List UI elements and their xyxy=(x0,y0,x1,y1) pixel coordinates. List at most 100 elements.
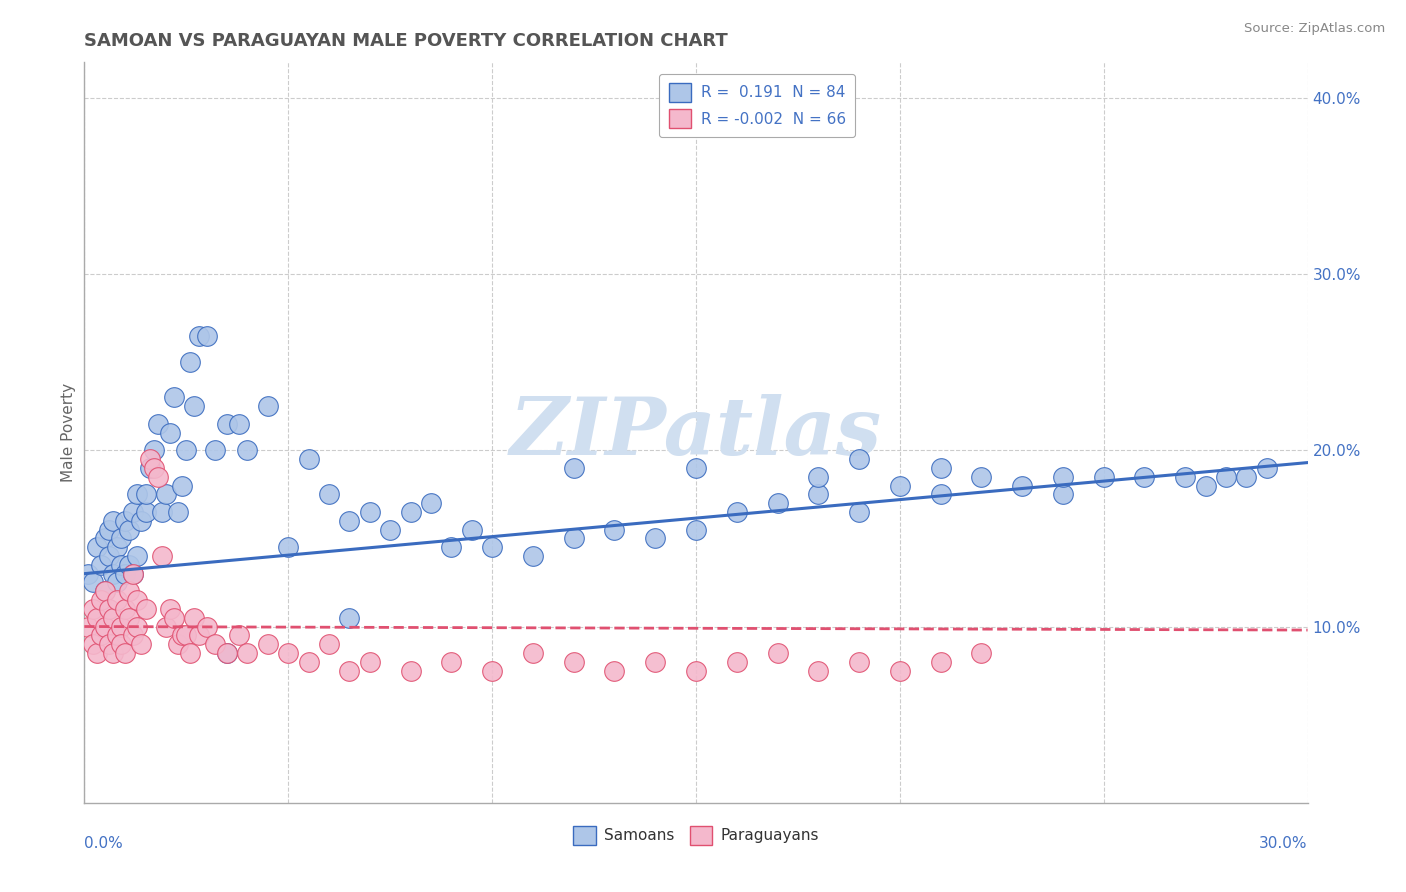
Text: ZIPatlas: ZIPatlas xyxy=(510,394,882,471)
Point xyxy=(359,505,381,519)
Point xyxy=(131,514,153,528)
Point xyxy=(217,417,239,431)
Point xyxy=(1052,469,1074,483)
Point xyxy=(77,619,100,633)
Point xyxy=(339,664,361,678)
Point xyxy=(339,514,361,528)
Point xyxy=(135,487,157,501)
Point xyxy=(228,628,250,642)
Point xyxy=(848,505,870,519)
Point xyxy=(183,399,205,413)
Point xyxy=(97,602,120,616)
Point xyxy=(135,505,157,519)
Point xyxy=(110,558,132,572)
Point xyxy=(562,532,585,546)
Point xyxy=(110,532,132,546)
Point xyxy=(807,664,830,678)
Point xyxy=(359,655,381,669)
Point xyxy=(105,628,128,642)
Point xyxy=(82,602,104,616)
Point xyxy=(90,558,112,572)
Point xyxy=(298,655,321,669)
Point xyxy=(82,637,104,651)
Point xyxy=(236,443,259,458)
Point xyxy=(155,619,177,633)
Text: 30.0%: 30.0% xyxy=(1260,836,1308,851)
Point xyxy=(159,425,181,440)
Point xyxy=(127,593,149,607)
Point xyxy=(685,461,707,475)
Point xyxy=(257,637,280,651)
Point xyxy=(1174,469,1197,483)
Point xyxy=(122,566,145,581)
Point xyxy=(440,655,463,669)
Point xyxy=(150,549,173,563)
Point xyxy=(163,390,186,404)
Point xyxy=(420,496,443,510)
Point xyxy=(929,655,952,669)
Point xyxy=(118,610,141,624)
Point xyxy=(82,575,104,590)
Point xyxy=(228,417,250,431)
Point xyxy=(90,593,112,607)
Point xyxy=(93,584,115,599)
Y-axis label: Male Poverty: Male Poverty xyxy=(60,383,76,483)
Point xyxy=(277,540,299,554)
Point xyxy=(163,610,186,624)
Point xyxy=(204,443,226,458)
Point xyxy=(118,584,141,599)
Text: Source: ZipAtlas.com: Source: ZipAtlas.com xyxy=(1244,22,1385,36)
Point xyxy=(179,355,201,369)
Point xyxy=(105,593,128,607)
Legend: Samoans, Paraguayans: Samoans, Paraguayans xyxy=(567,820,825,851)
Point xyxy=(122,566,145,581)
Point xyxy=(146,469,169,483)
Point xyxy=(114,602,136,616)
Point xyxy=(142,461,165,475)
Point xyxy=(562,655,585,669)
Point xyxy=(848,655,870,669)
Point xyxy=(277,646,299,660)
Point xyxy=(86,646,108,660)
Point xyxy=(848,452,870,467)
Point xyxy=(725,655,748,669)
Point xyxy=(1011,478,1033,492)
Point xyxy=(97,549,120,563)
Point xyxy=(101,514,124,528)
Point xyxy=(97,523,120,537)
Point xyxy=(159,602,181,616)
Point xyxy=(142,443,165,458)
Point xyxy=(807,469,830,483)
Point xyxy=(603,523,626,537)
Point xyxy=(110,637,132,651)
Point xyxy=(889,478,911,492)
Point xyxy=(889,664,911,678)
Point xyxy=(236,646,259,660)
Text: SAMOAN VS PARAGUAYAN MALE POVERTY CORRELATION CHART: SAMOAN VS PARAGUAYAN MALE POVERTY CORREL… xyxy=(84,32,728,50)
Point xyxy=(481,664,503,678)
Point xyxy=(339,610,361,624)
Point xyxy=(195,328,218,343)
Text: 0.0%: 0.0% xyxy=(84,836,124,851)
Point xyxy=(522,549,544,563)
Point xyxy=(105,575,128,590)
Point xyxy=(135,602,157,616)
Point xyxy=(174,443,197,458)
Point xyxy=(195,619,218,633)
Point xyxy=(725,505,748,519)
Point xyxy=(929,487,952,501)
Point xyxy=(644,655,666,669)
Point xyxy=(522,646,544,660)
Point xyxy=(217,646,239,660)
Point xyxy=(1236,469,1258,483)
Point xyxy=(766,496,789,510)
Point xyxy=(1133,469,1156,483)
Point xyxy=(1215,469,1237,483)
Point xyxy=(179,646,201,660)
Point xyxy=(172,478,194,492)
Point xyxy=(318,637,340,651)
Point xyxy=(118,523,141,537)
Point xyxy=(183,610,205,624)
Point xyxy=(644,532,666,546)
Point xyxy=(298,452,321,467)
